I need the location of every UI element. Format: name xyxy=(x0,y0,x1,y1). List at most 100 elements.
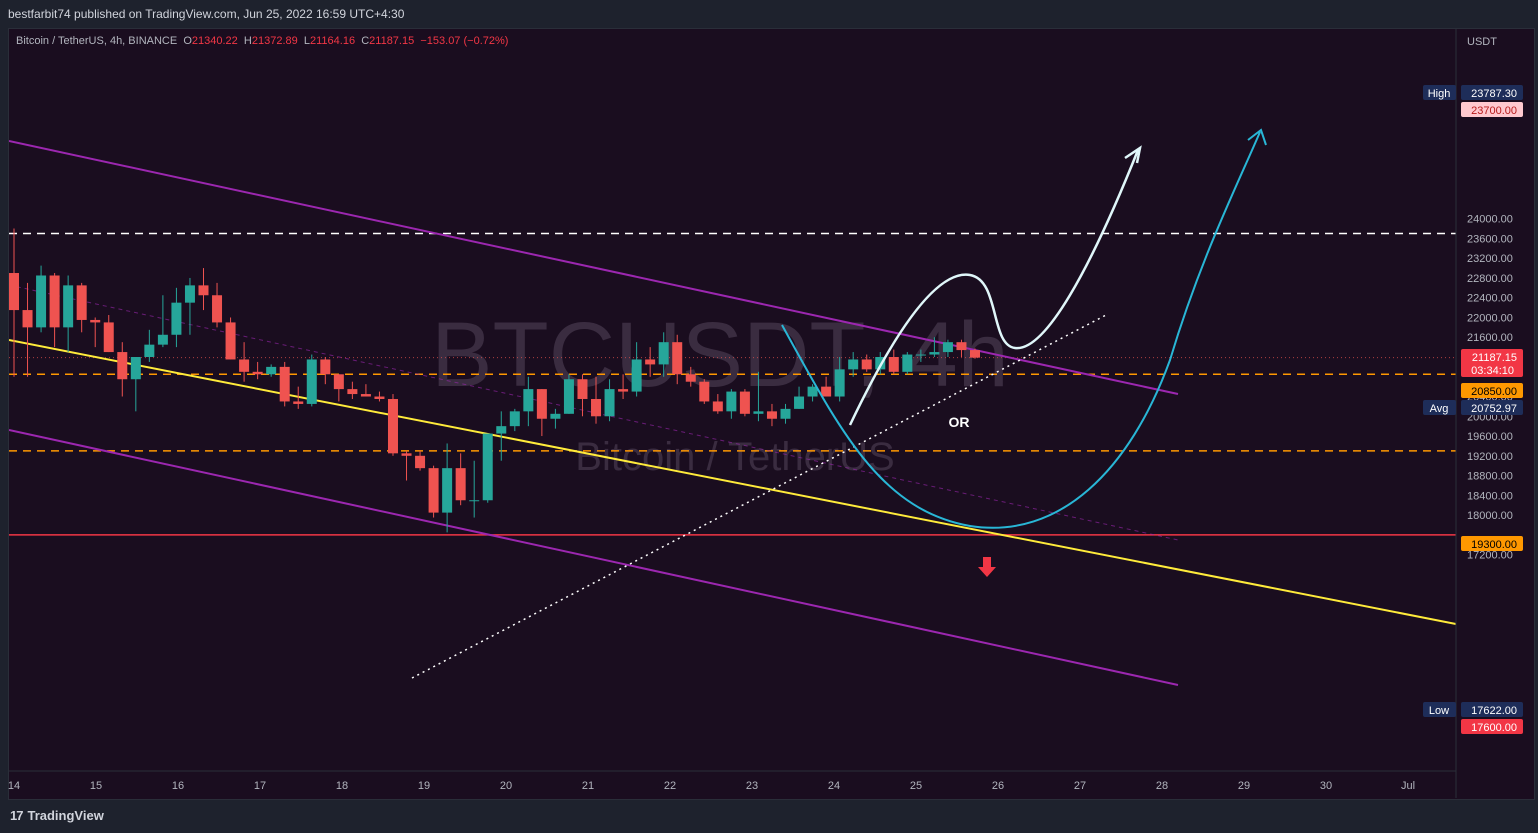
candle-body xyxy=(712,401,723,412)
candle-body xyxy=(699,381,710,402)
candle-body xyxy=(157,334,168,345)
open-label: O xyxy=(183,35,192,47)
candle-body xyxy=(130,357,141,380)
candle-body xyxy=(807,386,818,397)
price-label-r20850 xyxy=(1461,383,1523,398)
candle-body xyxy=(563,379,574,414)
top-bar: bestfarbit74 published on TradingView.co… xyxy=(0,0,1538,28)
candle-body xyxy=(766,411,777,419)
candle-body xyxy=(942,342,953,353)
candle-body xyxy=(415,455,426,469)
candle-body xyxy=(184,285,195,303)
candle-body xyxy=(509,411,520,427)
candle-body xyxy=(455,468,466,501)
symbol-name[interactable]: Bitcoin / TetherUS, 4h, BINANCE xyxy=(16,35,178,47)
x-tick-label: 29 xyxy=(1238,780,1250,792)
price-label-last-value: 21187.15 xyxy=(1472,352,1517,364)
candle-body xyxy=(645,359,656,365)
x-tick-label: 30 xyxy=(1320,780,1332,792)
x-tick-label: 17 xyxy=(254,780,266,792)
candle-body xyxy=(685,374,696,382)
candle-body xyxy=(970,350,980,358)
candle-body xyxy=(320,359,331,375)
candle-body xyxy=(171,302,182,335)
or-annotation: OR xyxy=(949,414,970,430)
candle-body xyxy=(794,396,805,409)
low-value: 21164.16 xyxy=(310,35,356,47)
candle-body xyxy=(780,408,791,419)
price-label-high xyxy=(1461,85,1523,100)
candle-body xyxy=(956,342,967,351)
x-tick-label: 21 xyxy=(582,780,594,792)
candle-body xyxy=(496,426,507,434)
price-label-low-level xyxy=(1461,719,1523,734)
candle-body xyxy=(36,275,47,328)
price-label-avg-value: 20752.97 xyxy=(1471,403,1517,415)
footer-bar xyxy=(0,800,1538,833)
x-tick-label: 14 xyxy=(8,780,20,792)
candle-body xyxy=(212,295,223,323)
candle-body xyxy=(861,359,872,370)
y-tick-label: 17200.00 xyxy=(1467,550,1513,562)
price-label-s19300 xyxy=(1461,536,1523,551)
y-tick-label: 22400.00 xyxy=(1467,293,1513,305)
high-label: H xyxy=(243,35,252,47)
candle-body xyxy=(225,322,236,360)
candle-body xyxy=(753,411,764,414)
y-tick-label: 22800.00 xyxy=(1467,273,1513,285)
candle-body xyxy=(523,389,534,412)
y-tick-label: 21600.00 xyxy=(1467,332,1513,344)
high-value: 21372.89 xyxy=(251,35,298,47)
price-label-s19300-value: 19300.00 xyxy=(1471,539,1517,551)
x-tick-label: Jul xyxy=(1401,780,1415,792)
price-label-low-level-value: 17600.00 xyxy=(1471,722,1517,734)
bullish-scenario-path xyxy=(848,149,1140,426)
y-tick-label: 23200.00 xyxy=(1467,253,1513,265)
candle-body xyxy=(888,357,899,372)
open-value: 21340.22 xyxy=(191,35,238,47)
candle-body xyxy=(469,500,480,502)
candle-body xyxy=(76,285,87,320)
price-tag-low-text: Low xyxy=(1429,705,1449,717)
x-tick-label: 15 xyxy=(90,780,102,792)
y-tick-label: 23600.00 xyxy=(1467,233,1513,245)
candle-body xyxy=(22,310,33,328)
candle-body xyxy=(49,275,60,328)
candle-body xyxy=(266,366,277,375)
candle-body xyxy=(915,354,926,356)
candle-body xyxy=(550,413,561,419)
candle-body xyxy=(726,391,737,412)
candle-body xyxy=(442,468,453,513)
candle-body xyxy=(9,273,19,311)
candle-body xyxy=(428,468,439,513)
close-label: C xyxy=(361,35,370,47)
candle-body xyxy=(618,389,629,392)
yellow-trend-line xyxy=(9,339,1456,625)
channel-upper-line xyxy=(9,140,1179,395)
price-label-low-value: 17622.00 xyxy=(1471,705,1517,717)
y-tick-label: 18000.00 xyxy=(1467,510,1513,522)
price-label-low xyxy=(1461,702,1523,717)
candle-body xyxy=(739,391,750,414)
candle-body xyxy=(374,396,385,399)
candle-body xyxy=(252,371,263,375)
x-tick-label: 18 xyxy=(336,780,348,792)
candle-body xyxy=(658,342,669,365)
candle-body xyxy=(144,344,155,357)
candle-body xyxy=(306,359,317,404)
candle-body xyxy=(63,285,74,328)
change-value: −153.07 (−0.72%) xyxy=(420,35,509,47)
candle-body xyxy=(672,342,683,375)
candle-body xyxy=(347,389,358,395)
candle-body xyxy=(239,359,250,372)
x-tick-label: 23 xyxy=(746,780,758,792)
price-label-last xyxy=(1461,349,1523,377)
down-arrow-icon xyxy=(978,557,996,577)
candle-body xyxy=(631,359,642,392)
x-tick-label: 27 xyxy=(1074,780,1086,792)
tradingview-logo[interactable]: 17 TradingView xyxy=(10,808,104,823)
candle-body xyxy=(360,394,371,397)
candle-body xyxy=(929,352,940,355)
x-tick-label: 25 xyxy=(910,780,922,792)
